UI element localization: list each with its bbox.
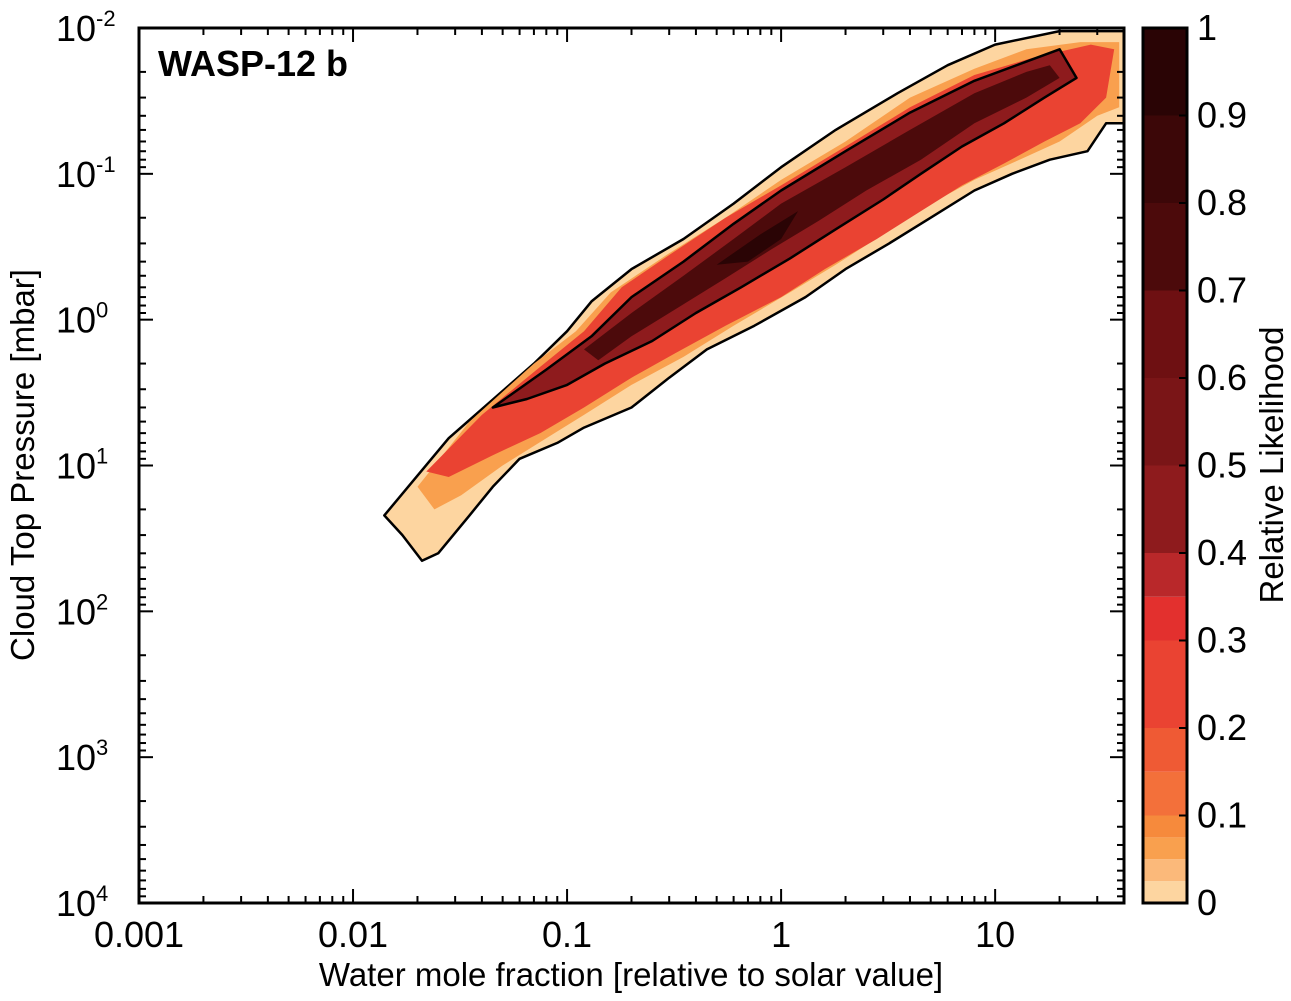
colorbar-tick-label: 0.9 — [1197, 95, 1247, 136]
colorbar-segment — [1143, 859, 1187, 882]
colorbar-segment — [1143, 596, 1187, 641]
colorbar-tick-label: 1 — [1197, 7, 1217, 48]
colorbar-segment — [1143, 837, 1187, 860]
colorbar-tick-label: 0.6 — [1197, 357, 1247, 398]
y-tick-label: 100 — [56, 298, 108, 341]
colorbar-tick-label: 0.4 — [1197, 532, 1247, 573]
colorbar-label: Relative Likelihood — [1253, 326, 1290, 603]
x-tick-label: 0.1 — [542, 914, 592, 955]
y-tick-labels: 10-2 10-1 100 101 102 103 104 — [56, 6, 116, 924]
x-axis-label: Water mole fraction [relative to solar v… — [319, 956, 943, 993]
contour-region-likelihood-07 — [584, 65, 1060, 361]
colorbar-segment — [1143, 290, 1187, 378]
colorbar-segment — [1143, 815, 1187, 838]
colorbar-tick-label: 0.1 — [1197, 795, 1247, 836]
colorbar-tick-label: 0.5 — [1197, 445, 1247, 486]
colorbar-tick-label: 0.7 — [1197, 270, 1247, 311]
contour-regions — [383, 29, 1124, 563]
colorbar-segment — [1143, 28, 1187, 116]
x-tick-label: 1 — [771, 914, 791, 955]
x-tick-label: 0.001 — [94, 914, 184, 955]
axis-ticks — [138, 27, 1125, 904]
contour-region-likelihood-09 — [716, 211, 799, 265]
colorbar — [1143, 28, 1187, 903]
colorbar-tick-label: 0 — [1197, 882, 1217, 923]
colorbar-segment — [1143, 115, 1187, 203]
y-tick-label: 103 — [56, 735, 108, 778]
colorbar-segment — [1143, 881, 1187, 903]
colorbar-tick-label: 0.2 — [1197, 707, 1247, 748]
x-tick-label: 10 — [975, 914, 1015, 955]
y-tick-label: 10-1 — [56, 152, 116, 195]
x-tick-label: 0.01 — [318, 914, 388, 955]
colorbar-ticks: 0 0.1 0.2 0.3 0.4 0.5 0.6 0.7 0.8 0.9 1 — [1179, 7, 1247, 923]
planet-annotation: WASP-12 b — [158, 43, 348, 84]
y-tick-label: 10-2 — [56, 6, 116, 49]
colorbar-segment — [1143, 203, 1187, 291]
y-tick-label: 104 — [56, 881, 108, 924]
colorbar-segment — [1143, 553, 1187, 597]
colorbar-segment — [1143, 378, 1187, 466]
colorbar-segment — [1143, 640, 1187, 728]
x-tick-labels: 0.001 0.01 0.1 1 10 — [94, 914, 1015, 955]
colorbar-segment — [1143, 771, 1187, 816]
y-axis-label: Cloud Top Pressure [mbar] — [4, 269, 41, 661]
colorbar-tick-label: 0.3 — [1197, 620, 1247, 661]
colorbar-segment — [1143, 728, 1187, 772]
y-tick-label: 101 — [56, 444, 108, 487]
y-tick-label: 102 — [56, 589, 108, 632]
colorbar-tick-label: 0.8 — [1197, 182, 1247, 223]
colorbar-segment — [1143, 465, 1187, 553]
